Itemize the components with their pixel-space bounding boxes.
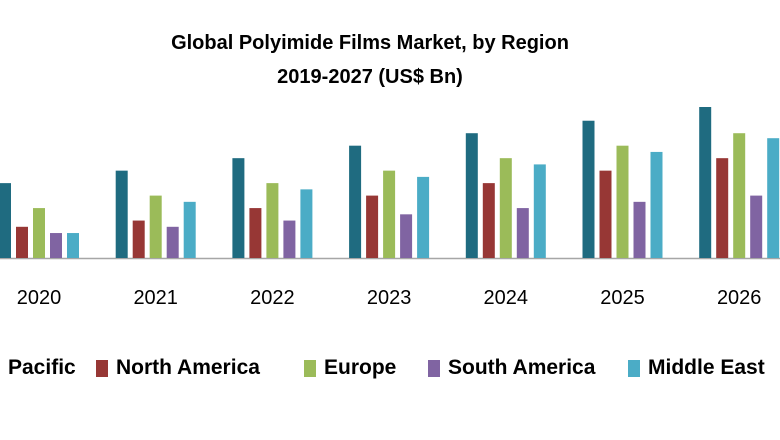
bar-2023-south-america [400,214,413,258]
bar-2020-europe [33,208,45,258]
x-tick-label: 2026 [717,287,762,309]
legend-swatch [628,359,640,377]
x-tick-label: 2020 [17,287,62,309]
bar-2021-pacific [115,170,128,258]
legend-item: Middle East [628,355,765,381]
bar-2022-south-america [283,220,296,258]
bar-2020-pacific [0,183,11,258]
x-tick-label: 2024 [484,287,529,309]
legend-label: Middle East [648,356,765,379]
legend-label: South America [448,356,596,379]
bar-2026-middle-east [767,138,780,258]
legend-label: Pacific [8,356,76,379]
bar-2021-south-america [166,226,179,258]
legend-label: North America [116,356,260,379]
bar-2023-middle-east [417,176,430,258]
x-tick-label: 2021 [133,287,178,309]
bar-2024-middle-east [533,164,546,258]
legend-swatch [96,359,108,377]
legend-label: Europe [324,356,397,379]
bar-2024-pacific [465,133,478,258]
legend-swatch [304,359,316,377]
bar-2026-south-america [750,195,763,258]
bar-2024-europe [499,158,512,258]
bar-2020-middle-east [67,233,79,258]
bar-2023-europe [383,170,396,258]
legend-item: Europe [304,355,396,381]
legend-item: South America [428,355,595,381]
bar-2025-north-america [599,170,612,258]
chart-title: Global Polyimide Films Market, by Region [171,32,569,54]
x-tick-label: 2023 [367,287,412,309]
bar-2021-north-america [132,220,145,258]
bar-2023-pacific [349,145,362,258]
bar-2024-south-america [516,208,529,258]
legend-swatch [428,359,440,377]
bar-2026-europe [733,133,746,258]
chart-subtitle: 2019-2027 (US$ Bn) [277,66,463,88]
bar-2023-north-america [366,195,379,258]
bar-2024-north-america [482,183,495,258]
bar-2021-middle-east [183,201,196,258]
bar-2025-middle-east [650,151,663,258]
bar-2022-north-america [249,208,262,258]
legend-item: North America [96,355,260,381]
x-tick-label: 2025 [600,287,645,309]
bar-2021-europe [149,195,162,258]
bar-2025-south-america [633,201,646,258]
bar-2022-europe [266,183,279,258]
bar-2022-pacific [232,158,245,258]
bar-2025-pacific [582,120,595,259]
bar-2026-pacific [699,107,712,258]
bar-2020-north-america [16,226,28,258]
legend-item: Pacific [0,355,76,381]
x-tick-label: 2022 [250,287,295,309]
bar-2025-europe [616,145,629,258]
bar-2026-north-america [716,158,729,258]
bar-2020-south-america [50,233,62,258]
bar-2022-middle-east [300,189,313,258]
